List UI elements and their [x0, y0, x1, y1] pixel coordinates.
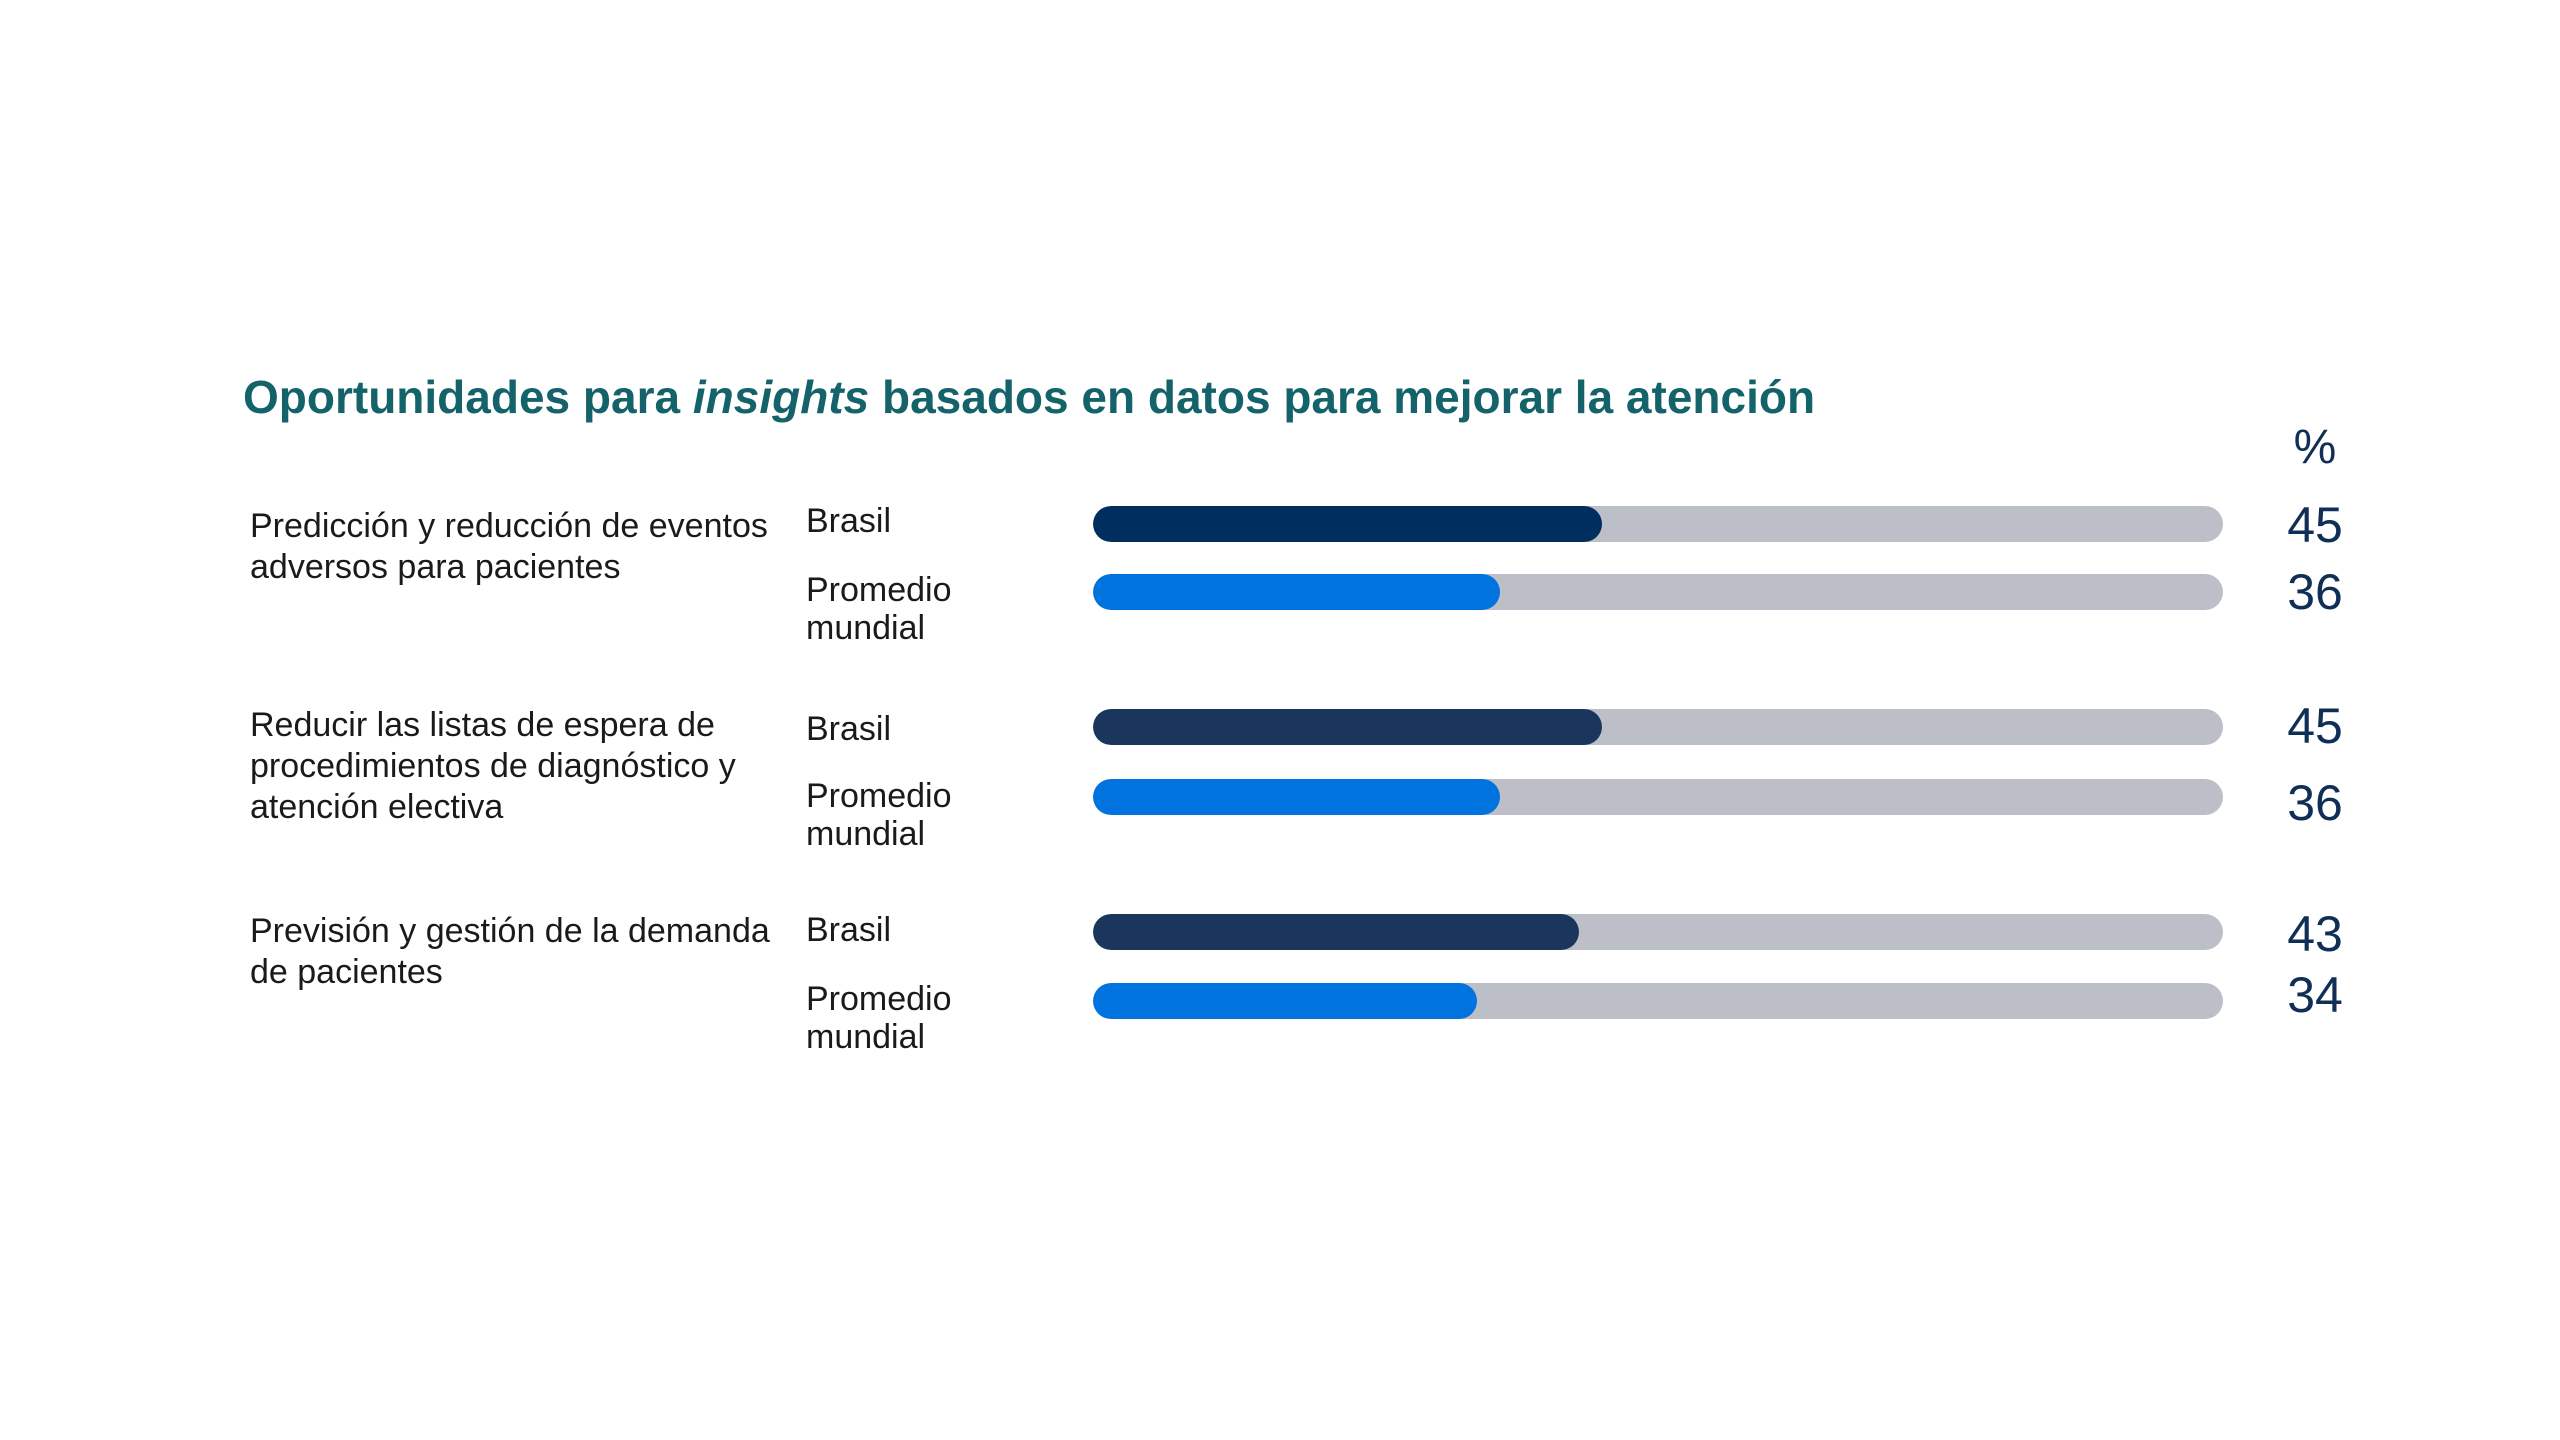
- data-label: 43: [2287, 906, 2343, 962]
- unit-label: %: [2293, 421, 2337, 474]
- data-label: 45: [2287, 497, 2343, 553]
- bar-track: [1093, 779, 2223, 815]
- series-label: Brasil: [806, 502, 892, 540]
- title-part-2-italic: insights: [692, 371, 870, 423]
- bar-track: [1093, 709, 2223, 745]
- data-label: 45: [2287, 698, 2343, 754]
- bar: [1093, 983, 1478, 1019]
- data-label: 34: [2287, 967, 2343, 1023]
- data-label: 36: [2287, 564, 2343, 620]
- series-label: Brasil: [806, 710, 892, 748]
- bar: [1093, 779, 1500, 815]
- category-label: Previsión y gestión de la demanda de pac…: [250, 912, 770, 991]
- series-label: Promedio mundial: [806, 777, 952, 853]
- bar-track: [1093, 983, 2223, 1019]
- bar: [1093, 506, 1602, 542]
- data-label: 36: [2287, 775, 2343, 831]
- title-part-3: basados en datos para mejorar la atenció…: [869, 371, 1816, 423]
- series-label: Promedio mundial: [806, 980, 952, 1056]
- bar-track: [1093, 574, 2223, 610]
- title-part-1: Oportunidades para: [243, 371, 693, 423]
- bar: [1093, 914, 1579, 950]
- series-label: Promedio mundial: [806, 571, 952, 647]
- bar-track: [1093, 506, 2223, 542]
- series-label: Brasil: [806, 911, 892, 949]
- category-label: Predicción y reducción de eventos advers…: [250, 507, 768, 586]
- chart-title: Oportunidades para insights basados en d…: [243, 370, 1815, 424]
- category-label: Reducir las listas de espera de procedim…: [250, 706, 736, 826]
- bar: [1093, 709, 1602, 745]
- bar: [1093, 574, 1500, 610]
- bar-track: [1093, 914, 2223, 950]
